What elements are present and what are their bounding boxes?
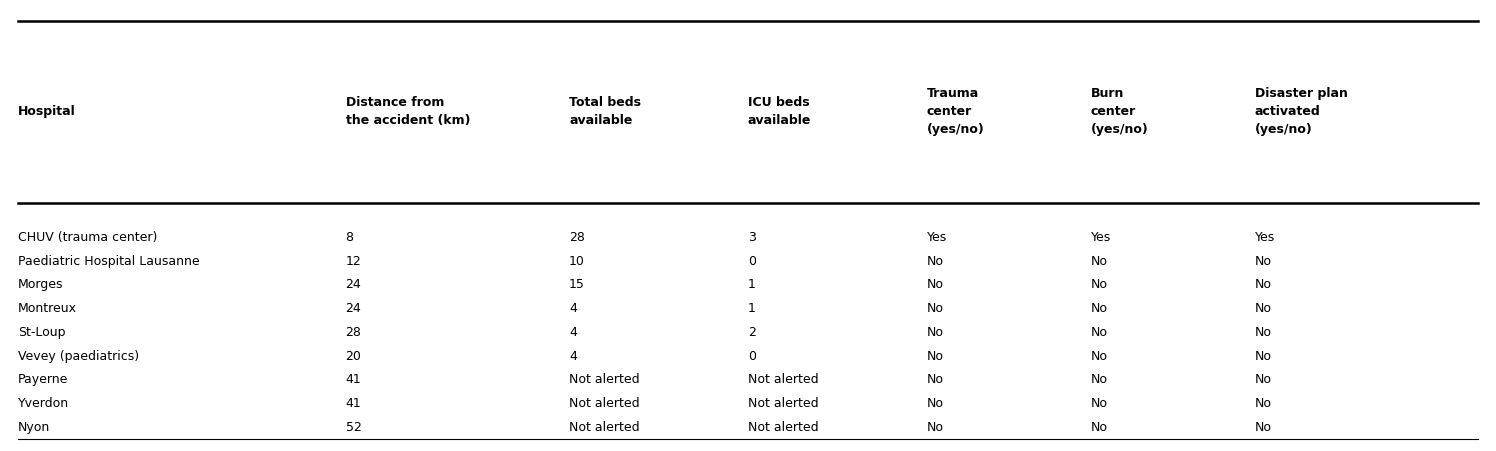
Text: No: No [1091, 255, 1109, 267]
Text: 28: 28 [346, 326, 362, 339]
Text: Yes: Yes [1255, 231, 1275, 244]
Text: Total beds
available: Total beds available [568, 97, 642, 128]
Text: 41: 41 [346, 373, 362, 387]
Text: 1: 1 [748, 302, 755, 315]
Text: No: No [928, 302, 944, 315]
Text: Payerne: Payerne [18, 373, 67, 387]
Text: No: No [1255, 326, 1272, 339]
Text: No: No [1255, 421, 1272, 434]
Text: Trauma
center
(yes/no): Trauma center (yes/no) [928, 87, 984, 136]
Text: 0: 0 [748, 350, 755, 363]
Text: No: No [1091, 350, 1109, 363]
Text: Not alerted: Not alerted [568, 397, 640, 410]
Text: 41: 41 [346, 397, 362, 410]
Text: Yes: Yes [928, 231, 947, 244]
Text: Yes: Yes [1091, 231, 1112, 244]
Text: Burn
center
(yes/no): Burn center (yes/no) [1091, 87, 1149, 136]
Text: 2: 2 [748, 326, 755, 339]
Text: No: No [1091, 373, 1109, 387]
Text: 52: 52 [346, 421, 362, 434]
Text: No: No [1091, 302, 1109, 315]
Text: No: No [928, 326, 944, 339]
Text: ICU beds
available: ICU beds available [748, 97, 811, 128]
Text: No: No [1091, 421, 1109, 434]
Text: 24: 24 [346, 278, 362, 291]
Text: 4: 4 [568, 350, 577, 363]
Text: No: No [928, 397, 944, 410]
Text: St-Loup: St-Loup [18, 326, 66, 339]
Text: Not alerted: Not alerted [568, 421, 640, 434]
Text: No: No [1091, 278, 1109, 291]
Text: No: No [1255, 350, 1272, 363]
Text: No: No [928, 255, 944, 267]
Text: Montreux: Montreux [18, 302, 76, 315]
Text: 4: 4 [568, 326, 577, 339]
Text: Not alerted: Not alerted [748, 373, 818, 387]
Text: 15: 15 [568, 278, 585, 291]
Text: No: No [1255, 255, 1272, 267]
Text: No: No [928, 421, 944, 434]
Text: No: No [1091, 326, 1109, 339]
Text: Vevey (paediatrics): Vevey (paediatrics) [18, 350, 139, 363]
Text: Distance from
the accident (km): Distance from the accident (km) [346, 97, 470, 128]
Text: Not alerted: Not alerted [568, 373, 640, 387]
Text: 10: 10 [568, 255, 585, 267]
Text: 3: 3 [748, 231, 755, 244]
Text: Not alerted: Not alerted [748, 421, 818, 434]
Text: Paediatric Hospital Lausanne: Paediatric Hospital Lausanne [18, 255, 199, 267]
Text: CHUV (trauma center): CHUV (trauma center) [18, 231, 157, 244]
Text: 20: 20 [346, 350, 362, 363]
Text: No: No [928, 278, 944, 291]
Text: 0: 0 [748, 255, 755, 267]
Text: Disaster plan
activated
(yes/no): Disaster plan activated (yes/no) [1255, 87, 1348, 136]
Text: Not alerted: Not alerted [748, 397, 818, 410]
Text: 24: 24 [346, 302, 362, 315]
Text: No: No [1255, 278, 1272, 291]
Text: No: No [928, 373, 944, 387]
Text: 8: 8 [346, 231, 353, 244]
Text: 4: 4 [568, 302, 577, 315]
Text: No: No [1255, 397, 1272, 410]
Text: Hospital: Hospital [18, 106, 75, 119]
Text: Morges: Morges [18, 278, 63, 291]
Text: 12: 12 [346, 255, 362, 267]
Text: Nyon: Nyon [18, 421, 49, 434]
Text: No: No [928, 350, 944, 363]
Text: 1: 1 [748, 278, 755, 291]
Text: Yverdon: Yverdon [18, 397, 69, 410]
Text: No: No [1255, 302, 1272, 315]
Text: No: No [1255, 373, 1272, 387]
Text: No: No [1091, 397, 1109, 410]
Text: 28: 28 [568, 231, 585, 244]
